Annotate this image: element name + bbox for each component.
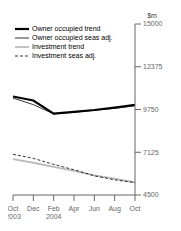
svg-text:Jun: Jun xyxy=(89,205,100,212)
html-text:Investment seas adj.: Investment seas adj. xyxy=(32,52,97,59)
svg-text:4500: 4500 xyxy=(143,191,159,198)
svg-text:7125: 7125 xyxy=(143,149,159,156)
svg-text:Oct: Oct xyxy=(130,205,141,212)
svg-text:Oct2003: Oct2003 xyxy=(8,205,21,220)
svg-text:$m: $m xyxy=(147,12,157,19)
svg-text:Dec: Dec xyxy=(27,205,40,212)
svg-text:Aug: Aug xyxy=(108,205,121,213)
svg-text:15000: 15000 xyxy=(143,20,163,27)
svg-text:9750: 9750 xyxy=(143,106,159,113)
html-text:Owner occupied trend: Owner occupied trend xyxy=(32,25,101,32)
html-text:Owner occupied seas adj.: Owner occupied seas adj. xyxy=(32,34,113,41)
svg-text:Apr: Apr xyxy=(69,205,81,213)
svg-text:Feb2004: Feb2004 xyxy=(46,205,62,220)
html-text:Investment trend: Investment trend xyxy=(32,43,85,50)
svg-text:12375: 12375 xyxy=(143,63,163,70)
